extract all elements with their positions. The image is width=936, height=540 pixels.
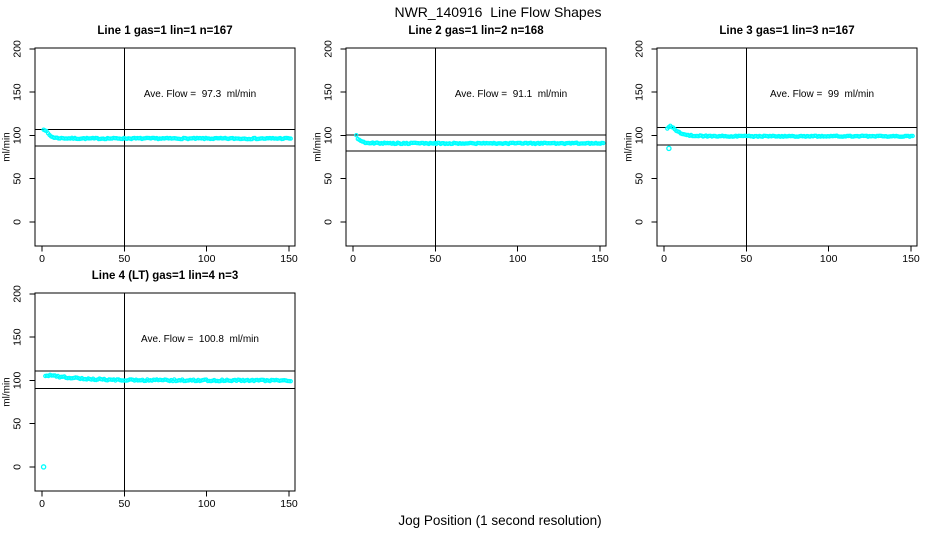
y-tick-label: 150 — [634, 83, 646, 101]
plot-area-line-1: 0 50 100 150 0 50 100 150 200 ml/min — [2, 40, 298, 265]
x-tick-label: 0 — [661, 253, 667, 265]
plot-box — [345, 47, 607, 247]
panel-line-4: Line 4 (LT) gas=1 lin=4 n=3 0 50 100 150 0 50… — [0, 265, 312, 510]
panel-title: Line 1 gas=1 lin=1 n=167 — [97, 25, 233, 37]
y-tick-label: 0 — [323, 219, 335, 225]
plot-box — [34, 292, 296, 492]
y-tick-label: 50 — [12, 173, 24, 185]
plot-box — [656, 47, 918, 247]
y-tick-label: 100 — [12, 371, 24, 389]
plot-area-line-2: 0 50 100 150 0 50 100 150 200 ml/min — [313, 40, 609, 265]
data-point — [288, 378, 293, 384]
x-tick-label: 50 — [118, 498, 130, 510]
ave-flow-annotation: Ave. Flow = 99 ml/min — [769, 89, 875, 100]
panel-line-3: Line 3 gas=1 lin=3 n=167 0 50 100 150 0 50 100… — [622, 20, 934, 265]
x-tick-label: 150 — [591, 253, 609, 265]
y-tick-label: 200 — [12, 40, 24, 58]
x-tick-label: 100 — [198, 253, 216, 265]
y-tick-label: 50 — [12, 418, 24, 430]
y-axis-label: ml/min — [313, 132, 324, 161]
x-axis-title: Jog Position (1 second resolution) — [398, 513, 602, 528]
outlier-point — [666, 145, 672, 152]
panel-line-1: Line 1 gas=1 lin=1 n=167 0 50 100 150 0 50 100… — [0, 20, 312, 265]
y-tick-label: 50 — [323, 173, 335, 185]
y-tick-label: 100 — [634, 126, 646, 144]
x-tick-label: 50 — [429, 253, 441, 265]
plot-box — [34, 47, 296, 247]
y-tick-label: 150 — [323, 83, 335, 101]
panel-line-2: Line 2 gas=1 lin=2 n=168 0 50 100 150 0 50 100… — [311, 20, 623, 265]
x-tick-label: 150 — [902, 253, 920, 265]
x-tick-label: 50 — [118, 253, 130, 265]
y-tick-label: 0 — [12, 464, 24, 470]
x-tick-label: 150 — [280, 253, 298, 265]
y-tick-label: 200 — [12, 285, 24, 303]
data-point — [601, 140, 606, 146]
data-point — [354, 132, 359, 138]
y-tick-label: 200 — [323, 40, 335, 58]
y-tick-label: 0 — [12, 219, 24, 225]
y-axis-label: ml/min — [2, 132, 13, 161]
y-axis-label: ml/min — [2, 377, 13, 406]
ave-flow-annotation: Ave. Flow = 97.3 ml/min — [143, 89, 257, 100]
x-tick-label: 0 — [350, 253, 356, 265]
x-tick-label: 0 — [39, 498, 45, 510]
outlier-point — [40, 464, 47, 470]
x-tick-label: 100 — [509, 253, 527, 265]
y-tick-label: 100 — [12, 126, 24, 144]
plot-area-line-4: 0 50 100 150 0 50 100 150 200 ml/min — [2, 285, 298, 510]
data-point — [910, 133, 915, 139]
panel-title: Line 3 gas=1 lin=3 n=167 — [719, 25, 855, 37]
figure-title: NWR_140916 Line Flow Shapes — [394, 4, 602, 20]
y-tick-label: 200 — [634, 40, 646, 58]
y-axis-label: ml/min — [624, 132, 635, 161]
x-tick-label: 0 — [39, 253, 45, 265]
plot-area-line-3: 0 50 100 150 0 50 100 150 200 ml/min — [624, 40, 920, 265]
panel-title: Line 4 (LT) gas=1 lin=4 n=3 — [91, 270, 239, 282]
y-tick-label: 100 — [323, 126, 335, 144]
x-tick-label: 150 — [280, 498, 298, 510]
y-tick-label: 150 — [12, 328, 24, 346]
ave-flow-annotation: Ave. Flow = 100.8 ml/min — [141, 334, 259, 345]
panel-title: Line 2 gas=1 lin=2 n=168 — [408, 25, 544, 37]
x-tick-label: 100 — [820, 253, 838, 265]
x-tick-label: 50 — [740, 253, 752, 265]
data-point — [288, 136, 293, 141]
y-tick-label: 150 — [12, 83, 24, 101]
y-tick-label: 50 — [634, 173, 646, 185]
x-tick-label: 100 — [198, 498, 216, 510]
ave-flow-annotation: Ave. Flow = 91.1 ml/min — [454, 89, 568, 100]
y-tick-label: 0 — [634, 219, 646, 225]
